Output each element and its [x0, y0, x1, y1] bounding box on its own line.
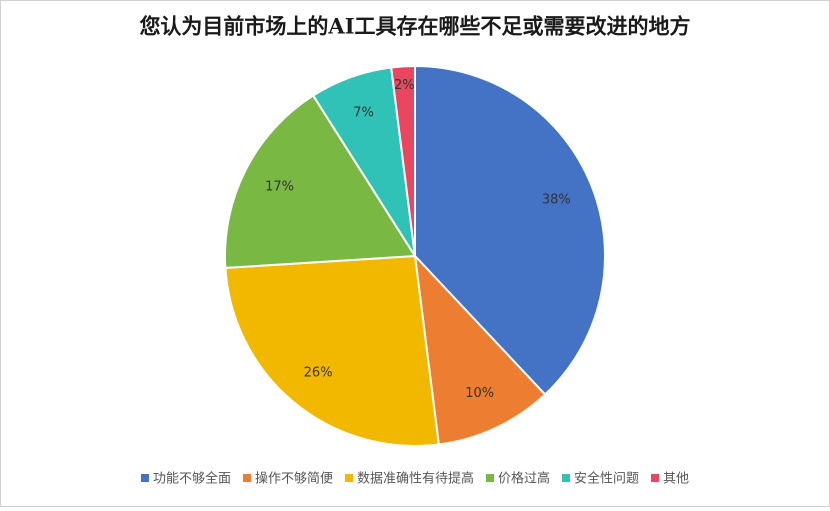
legend-swatch [242, 474, 251, 482]
data-label: 7% [353, 105, 374, 120]
legend-label: 安全性问题 [574, 471, 639, 487]
data-label: 2% [394, 78, 415, 93]
legend-swatch [344, 474, 353, 482]
chart-title: 您认为目前市场上的AI工具存在哪些不足或需要改进的地方 [139, 14, 690, 39]
legend-swatch [651, 474, 660, 482]
pie-slice [414, 64, 606, 396]
legend-label: 其他 [663, 472, 689, 487]
pie-slice [390, 64, 416, 257]
pie-slice [224, 254, 440, 447]
data-label: 38% [542, 193, 571, 208]
legend-label: 功能不够全面 [153, 471, 231, 487]
legend-swatch [562, 474, 571, 482]
pie-slice [224, 94, 417, 269]
legend-swatch [140, 474, 149, 482]
legend-label: 操作不够简便 [255, 471, 333, 487]
legend-swatch [486, 474, 494, 482]
legend-label: 价格过高 [498, 471, 550, 487]
data-label: 10% [465, 386, 494, 401]
pie-slice [413, 253, 547, 446]
legend-label: 数据准确性有待提高 [357, 471, 474, 487]
data-label: 26% [304, 366, 333, 381]
data-label: 17% [265, 179, 294, 194]
